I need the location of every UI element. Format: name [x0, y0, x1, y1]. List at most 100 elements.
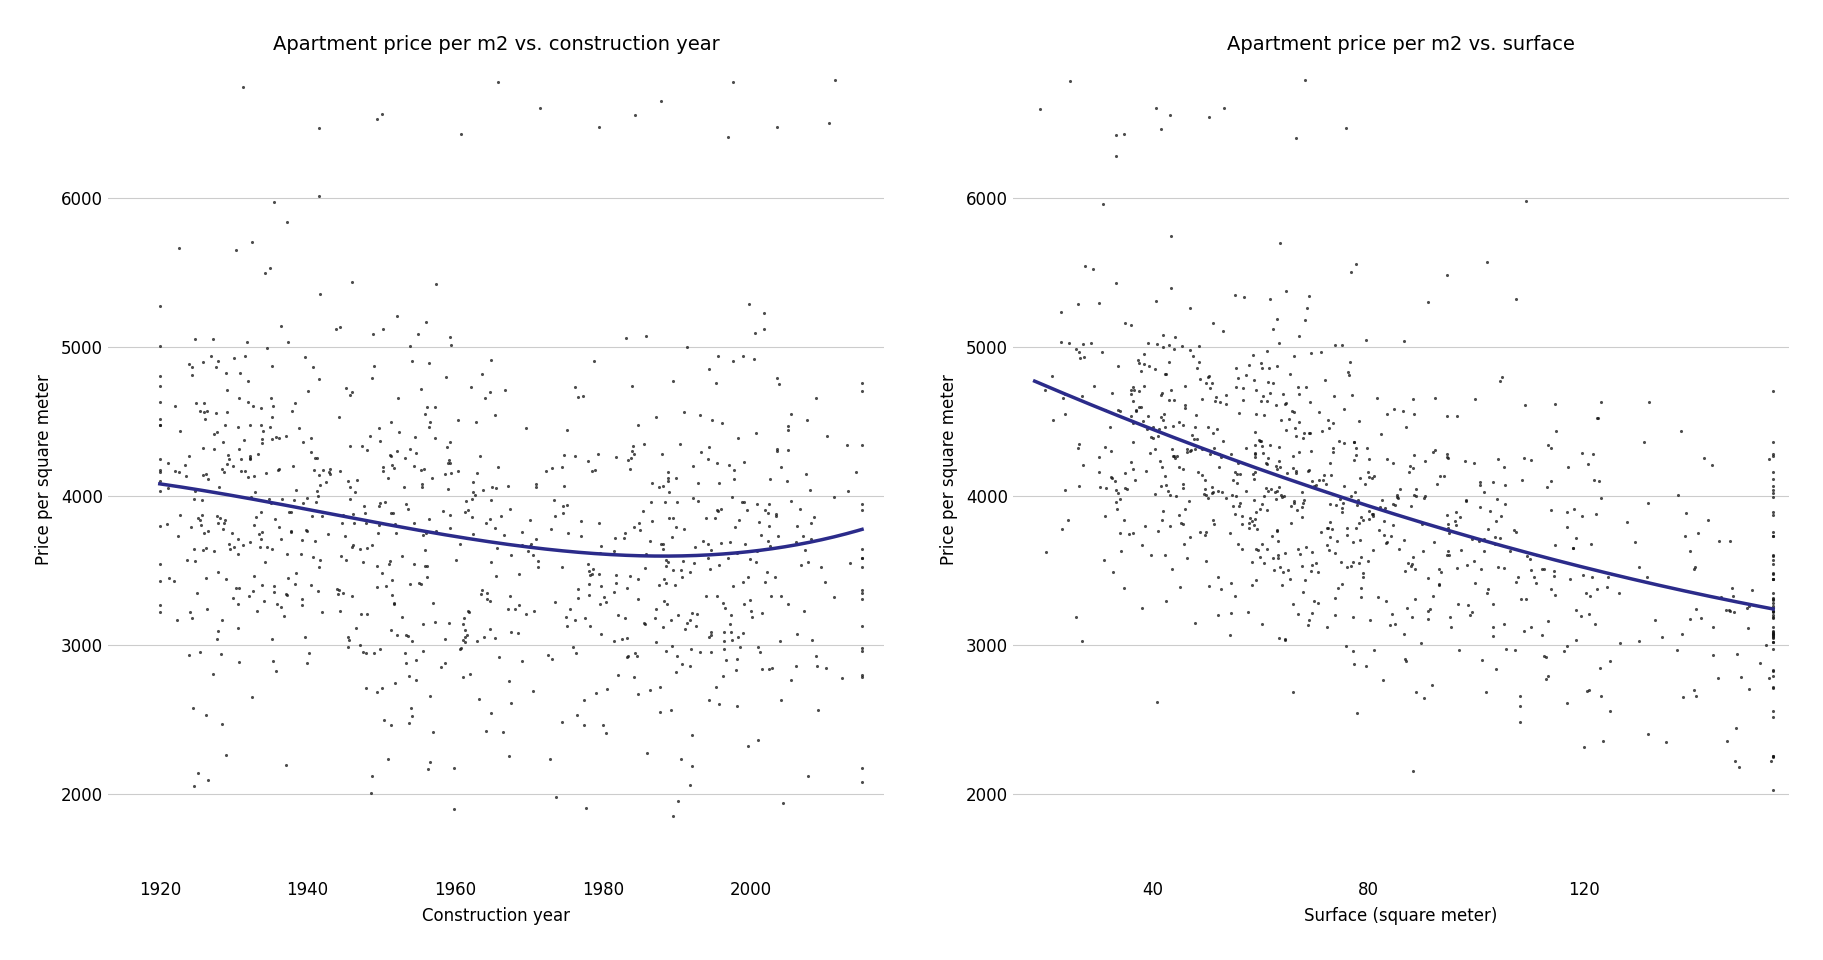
Point: [764, 376, 793, 392]
Point: [1424, 576, 1453, 591]
Point: [1121, 403, 1150, 419]
Point: [1283, 541, 1313, 557]
Point: [1351, 332, 1380, 348]
Point: [618, 439, 647, 454]
Point: [1595, 654, 1624, 669]
Point: [1283, 444, 1313, 460]
Point: [1475, 503, 1504, 518]
Point: [180, 779, 210, 794]
Point: [489, 725, 518, 740]
Point: [277, 523, 306, 539]
Point: [1745, 655, 1774, 670]
Point: [1116, 409, 1145, 424]
Point: [1274, 367, 1303, 382]
Point: [658, 562, 687, 577]
Point: [1466, 562, 1495, 577]
Point: [520, 604, 549, 619]
Point: [631, 560, 660, 575]
Point: [211, 571, 241, 587]
Point: [1486, 509, 1515, 524]
Point: [1531, 671, 1560, 686]
Point: [1413, 295, 1442, 310]
Point: [1165, 579, 1194, 594]
Point: [802, 659, 831, 674]
Point: [1283, 414, 1313, 429]
Point: [540, 492, 569, 508]
Point: [649, 593, 678, 609]
Point: [740, 555, 769, 570]
Point: [1612, 515, 1641, 530]
Point: [651, 643, 680, 659]
Point: [1757, 565, 1787, 581]
Point: [729, 454, 758, 469]
Point: [547, 459, 576, 474]
Point: [786, 557, 815, 572]
Point: [620, 519, 649, 535]
Point: [1338, 434, 1367, 449]
Point: [620, 645, 649, 660]
Point: [452, 628, 481, 643]
Point: [618, 444, 647, 459]
Point: [412, 761, 441, 777]
Point: [408, 527, 438, 542]
Point: [190, 405, 219, 420]
Point: [221, 580, 250, 595]
Point: [193, 471, 222, 487]
Point: [324, 409, 354, 424]
Point: [213, 447, 242, 463]
Point: [1117, 394, 1147, 409]
Point: [561, 708, 591, 723]
Point: [222, 546, 252, 562]
Point: [1148, 339, 1178, 354]
Point: [735, 552, 764, 567]
Point: [1529, 649, 1559, 664]
Point: [1025, 101, 1054, 116]
Point: [1407, 516, 1437, 532]
Point: [1455, 608, 1484, 623]
Point: [558, 639, 587, 655]
Point: [503, 598, 532, 613]
Point: [735, 592, 764, 608]
Point: [191, 540, 221, 555]
Point: [1309, 372, 1338, 388]
Point: [773, 473, 802, 489]
Point: [259, 578, 288, 593]
Point: [379, 676, 408, 691]
Point: [1478, 530, 1508, 545]
Point: [1406, 636, 1435, 651]
Point: [321, 322, 350, 337]
Point: [602, 575, 631, 590]
Point: [1054, 336, 1083, 351]
Point: [286, 597, 315, 612]
Point: [483, 75, 512, 90]
Point: [767, 795, 797, 810]
Point: [1482, 451, 1511, 467]
Point: [1139, 441, 1169, 456]
Point: [257, 495, 286, 511]
Point: [467, 366, 496, 381]
Point: [1170, 397, 1200, 413]
Point: [773, 422, 802, 438]
Point: [766, 588, 795, 603]
Point: [1169, 537, 1198, 552]
Point: [447, 127, 476, 142]
Point: [376, 718, 405, 733]
Point: [1287, 484, 1316, 499]
Point: [186, 403, 215, 419]
Point: [1200, 393, 1229, 408]
Point: [385, 424, 414, 440]
Point: [735, 296, 764, 311]
Point: [718, 471, 747, 487]
Point: [1531, 650, 1560, 665]
Point: [1147, 385, 1176, 400]
Point: [199, 426, 228, 442]
Point: [448, 616, 478, 632]
Point: [1294, 425, 1323, 441]
Point: [1757, 782, 1787, 798]
Point: [1367, 672, 1396, 687]
Point: [1431, 449, 1460, 465]
Point: [1200, 389, 1229, 404]
Point: [210, 516, 239, 531]
Point: [1241, 382, 1271, 397]
Point: [1148, 406, 1178, 421]
